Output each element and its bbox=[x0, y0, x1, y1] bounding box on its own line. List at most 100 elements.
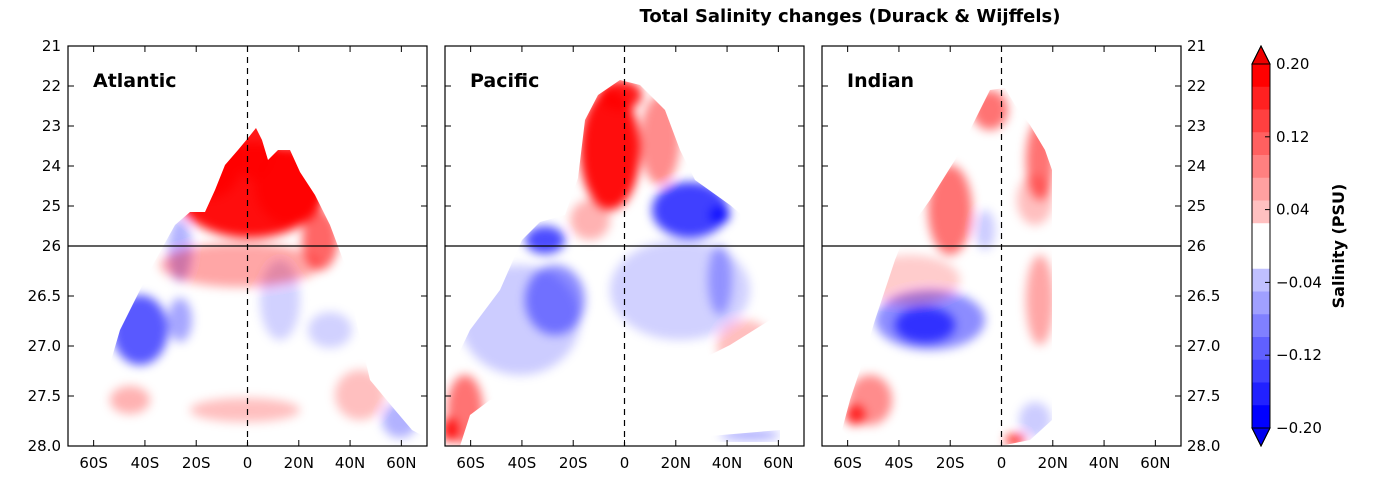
y-tick-label: 27.5 bbox=[1187, 387, 1220, 405]
x-tick-label: 60S bbox=[456, 454, 485, 472]
y-tick-label: 26.5 bbox=[1187, 287, 1220, 305]
salinity-anomaly-pacific bbox=[570, 200, 610, 240]
colorbar-level bbox=[1252, 132, 1270, 156]
salinity-anomaly-atlantic bbox=[190, 398, 300, 422]
salinity-anomaly-pacific bbox=[446, 418, 458, 442]
x-tick-label: 40N bbox=[1089, 454, 1119, 472]
salinity-anomaly-pacific bbox=[640, 95, 680, 185]
colorbar-level bbox=[1252, 291, 1270, 315]
colorbar-level bbox=[1252, 223, 1270, 247]
salinity-anomaly-indian bbox=[975, 210, 995, 250]
colorbar-level bbox=[1252, 405, 1270, 429]
salinity-anomaly-atlantic bbox=[178, 128, 242, 198]
salinity-anomaly-atlantic bbox=[382, 402, 418, 438]
y-tick-label: 27.5 bbox=[28, 387, 61, 405]
y-tick-label: 26 bbox=[42, 237, 61, 255]
y-tick-label: 25 bbox=[1187, 197, 1206, 215]
colorbar-level bbox=[1252, 268, 1270, 292]
salinity-anomaly-pacific bbox=[717, 320, 773, 370]
colorbar-level bbox=[1252, 359, 1270, 383]
x-tick-label: 60S bbox=[79, 454, 108, 472]
y-tick-label: 24 bbox=[42, 157, 61, 175]
salinity-anomaly-indian bbox=[845, 405, 865, 425]
panel-label: Indian bbox=[847, 70, 914, 92]
x-tick-label: 20S bbox=[559, 454, 588, 472]
y-tick-label: 26 bbox=[1187, 237, 1206, 255]
colorbar-tick-label: −0.20 bbox=[1276, 419, 1322, 437]
x-tick-label: 0 bbox=[997, 454, 1007, 472]
x-tick-label: 40S bbox=[508, 454, 537, 472]
colorbar-level bbox=[1252, 314, 1270, 338]
x-tick-label: 60N bbox=[1140, 454, 1170, 472]
colorbar-level bbox=[1252, 155, 1270, 179]
colorbar-tick-label: −0.12 bbox=[1276, 346, 1322, 364]
y-axis-left: 21 22 23 24 25 26 26.5 27.0 27.5 28.0 bbox=[28, 37, 61, 455]
x-tick-label: 40N bbox=[335, 454, 365, 472]
y-tick-label: 28.0 bbox=[1187, 437, 1220, 455]
y-tick-label: 22 bbox=[1187, 77, 1206, 95]
x-tick-label: 20S bbox=[936, 454, 965, 472]
colorbar-tick-label: 0.20 bbox=[1276, 55, 1309, 73]
salinity-anomaly-pacific bbox=[460, 265, 580, 375]
colorbar-level bbox=[1252, 177, 1270, 201]
salinity-anomaly-indian bbox=[972, 90, 1008, 130]
colorbar-tick-label: 0.12 bbox=[1276, 128, 1309, 146]
y-tick-label: 21 bbox=[1187, 37, 1206, 55]
salinity-anomaly-indian bbox=[860, 255, 960, 305]
y-tick-label: 22 bbox=[42, 77, 61, 95]
panel-label: Pacific bbox=[470, 70, 539, 92]
x-tick-label: 60S bbox=[833, 454, 862, 472]
x-tick-label: 60N bbox=[763, 454, 793, 472]
salinity-anomaly-pacific bbox=[598, 80, 642, 110]
salinity-anomaly-indian bbox=[1026, 255, 1052, 345]
salinity-anomaly-pacific bbox=[525, 226, 565, 254]
salinity-anomaly-atlantic bbox=[110, 386, 150, 414]
x-tick-label: 40N bbox=[712, 454, 742, 472]
panel-pacific: Pacific 60S 40S 20S 0 20N 40N 60N bbox=[444, 45, 805, 472]
colorbar-label: Salinity (PSU) bbox=[1329, 184, 1348, 309]
colorbar-tick-label: 0.04 bbox=[1276, 201, 1309, 219]
colorbar-level bbox=[1252, 86, 1270, 110]
panel-atlantic: Atlantic 60S 40S 20S 0 20N 40N 60N bbox=[67, 45, 428, 472]
colorbar-extend-max bbox=[1251, 44, 1271, 65]
y-tick-label: 23 bbox=[42, 117, 61, 135]
salinity-anomaly-pacific bbox=[708, 245, 732, 315]
y-tick-label: 27.0 bbox=[28, 337, 61, 355]
salinity-anomaly-indian bbox=[1005, 434, 1025, 446]
salinity-anomaly-atlantic bbox=[168, 298, 192, 342]
y-tick-label: 24 bbox=[1187, 157, 1206, 175]
chart-title: Total Salinity changes (Durack & Wijffel… bbox=[640, 6, 1061, 27]
colorbar-level bbox=[1252, 200, 1270, 224]
colorbar-tick-label: −0.04 bbox=[1276, 273, 1322, 291]
y-axis-right: 21 22 23 24 25 26 26.5 27.0 27.5 28.0 bbox=[1187, 37, 1220, 455]
x-tick-label: 20N bbox=[1038, 454, 1068, 472]
panel-label: Atlantic bbox=[93, 70, 177, 92]
colorbar-level bbox=[1252, 337, 1270, 361]
y-tick-label: 27.0 bbox=[1187, 337, 1220, 355]
x-tick-label: 40S bbox=[885, 454, 914, 472]
colorbar-level bbox=[1252, 64, 1270, 88]
salinity-anomaly-pacific bbox=[710, 207, 730, 223]
salinity-anomaly-pacific bbox=[720, 430, 780, 440]
x-tick-label: 0 bbox=[243, 454, 253, 472]
x-tick-label: 20S bbox=[182, 454, 211, 472]
panel-indian: Indian 60S 40S 20S 0 20N 40N 60N bbox=[821, 45, 1182, 472]
y-tick-label: 23 bbox=[1187, 117, 1206, 135]
colorbar-extend-min bbox=[1251, 427, 1271, 448]
salinity-anomaly-indian bbox=[895, 307, 955, 343]
salinity-anomaly-atlantic bbox=[112, 295, 168, 365]
y-tick-label: 26.5 bbox=[28, 287, 61, 305]
colorbar: 0.20 0.12 0.04 −0.04 −0.12 −0.20 bbox=[1251, 44, 1322, 448]
y-tick-label: 25 bbox=[42, 197, 61, 215]
salinity-anomaly-indian bbox=[1019, 402, 1051, 438]
colorbar-level bbox=[1252, 382, 1270, 406]
salinity-anomaly-atlantic bbox=[335, 370, 385, 420]
y-tick-label: 21 bbox=[42, 37, 61, 55]
x-tick-label: 40S bbox=[131, 454, 160, 472]
colorbar-level bbox=[1252, 246, 1270, 270]
y-tick-label: 28.0 bbox=[28, 437, 61, 455]
x-tick-label: 0 bbox=[620, 454, 630, 472]
x-tick-label: 20N bbox=[284, 454, 314, 472]
salinity-anomaly-indian bbox=[1017, 175, 1052, 225]
